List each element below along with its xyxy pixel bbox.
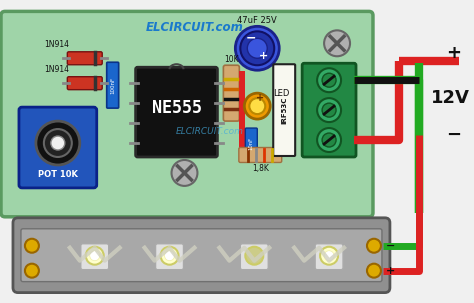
Text: 1,8K: 1,8K	[252, 165, 269, 173]
FancyBboxPatch shape	[239, 148, 282, 162]
FancyBboxPatch shape	[21, 229, 382, 282]
Text: −: −	[246, 32, 256, 45]
FancyBboxPatch shape	[67, 52, 102, 65]
FancyBboxPatch shape	[246, 128, 257, 158]
Circle shape	[324, 251, 334, 261]
Circle shape	[51, 136, 65, 150]
Circle shape	[36, 121, 80, 165]
Text: POT 10K: POT 10K	[38, 170, 78, 179]
Bar	[239, 71, 246, 151]
Text: ELCIRCUIT.com: ELCIRCUIT.com	[175, 127, 243, 135]
Text: 47uF 25V: 47uF 25V	[237, 16, 277, 25]
Circle shape	[25, 239, 39, 253]
Circle shape	[317, 98, 341, 122]
Circle shape	[90, 251, 100, 261]
Circle shape	[322, 73, 336, 87]
Text: −: −	[446, 126, 461, 144]
Circle shape	[249, 98, 265, 114]
Text: NE555: NE555	[152, 99, 201, 117]
Circle shape	[317, 68, 341, 92]
Circle shape	[236, 26, 279, 70]
Circle shape	[320, 247, 338, 265]
Text: ELCIRCUIT.com: ELCIRCUIT.com	[146, 21, 243, 34]
Text: LED: LED	[273, 89, 290, 98]
Circle shape	[25, 264, 39, 278]
Circle shape	[247, 38, 267, 58]
Circle shape	[367, 264, 381, 278]
Circle shape	[240, 31, 274, 65]
FancyBboxPatch shape	[1, 12, 373, 217]
Circle shape	[172, 160, 198, 186]
FancyBboxPatch shape	[81, 244, 109, 270]
Text: −: −	[386, 241, 396, 251]
Text: 1N914: 1N914	[45, 65, 69, 74]
Text: +: +	[259, 51, 268, 61]
FancyBboxPatch shape	[223, 65, 239, 121]
Text: +: +	[256, 93, 264, 103]
Circle shape	[44, 129, 72, 157]
Circle shape	[164, 251, 174, 261]
Circle shape	[324, 30, 350, 56]
FancyBboxPatch shape	[19, 107, 97, 188]
Text: 100nF: 100nF	[110, 77, 115, 94]
FancyBboxPatch shape	[107, 62, 118, 108]
Circle shape	[322, 133, 336, 147]
FancyBboxPatch shape	[136, 67, 218, 157]
Circle shape	[244, 93, 270, 119]
FancyBboxPatch shape	[240, 244, 268, 270]
Circle shape	[161, 247, 179, 265]
Circle shape	[246, 247, 263, 265]
Text: 12V: 12V	[431, 89, 470, 107]
Text: +: +	[446, 44, 461, 62]
FancyBboxPatch shape	[302, 63, 356, 157]
Text: 10K: 10K	[224, 55, 239, 64]
Circle shape	[317, 128, 341, 152]
FancyBboxPatch shape	[273, 64, 295, 156]
Circle shape	[322, 103, 336, 117]
Text: +: +	[386, 266, 395, 276]
FancyBboxPatch shape	[67, 77, 102, 90]
Circle shape	[367, 239, 381, 253]
Text: 10nF: 10nF	[249, 136, 254, 150]
FancyBboxPatch shape	[13, 218, 390, 293]
FancyBboxPatch shape	[155, 244, 183, 270]
Text: 1N914: 1N914	[45, 40, 69, 49]
Circle shape	[86, 247, 104, 265]
FancyBboxPatch shape	[315, 244, 343, 270]
Text: IRF53C: IRF53C	[281, 96, 287, 124]
